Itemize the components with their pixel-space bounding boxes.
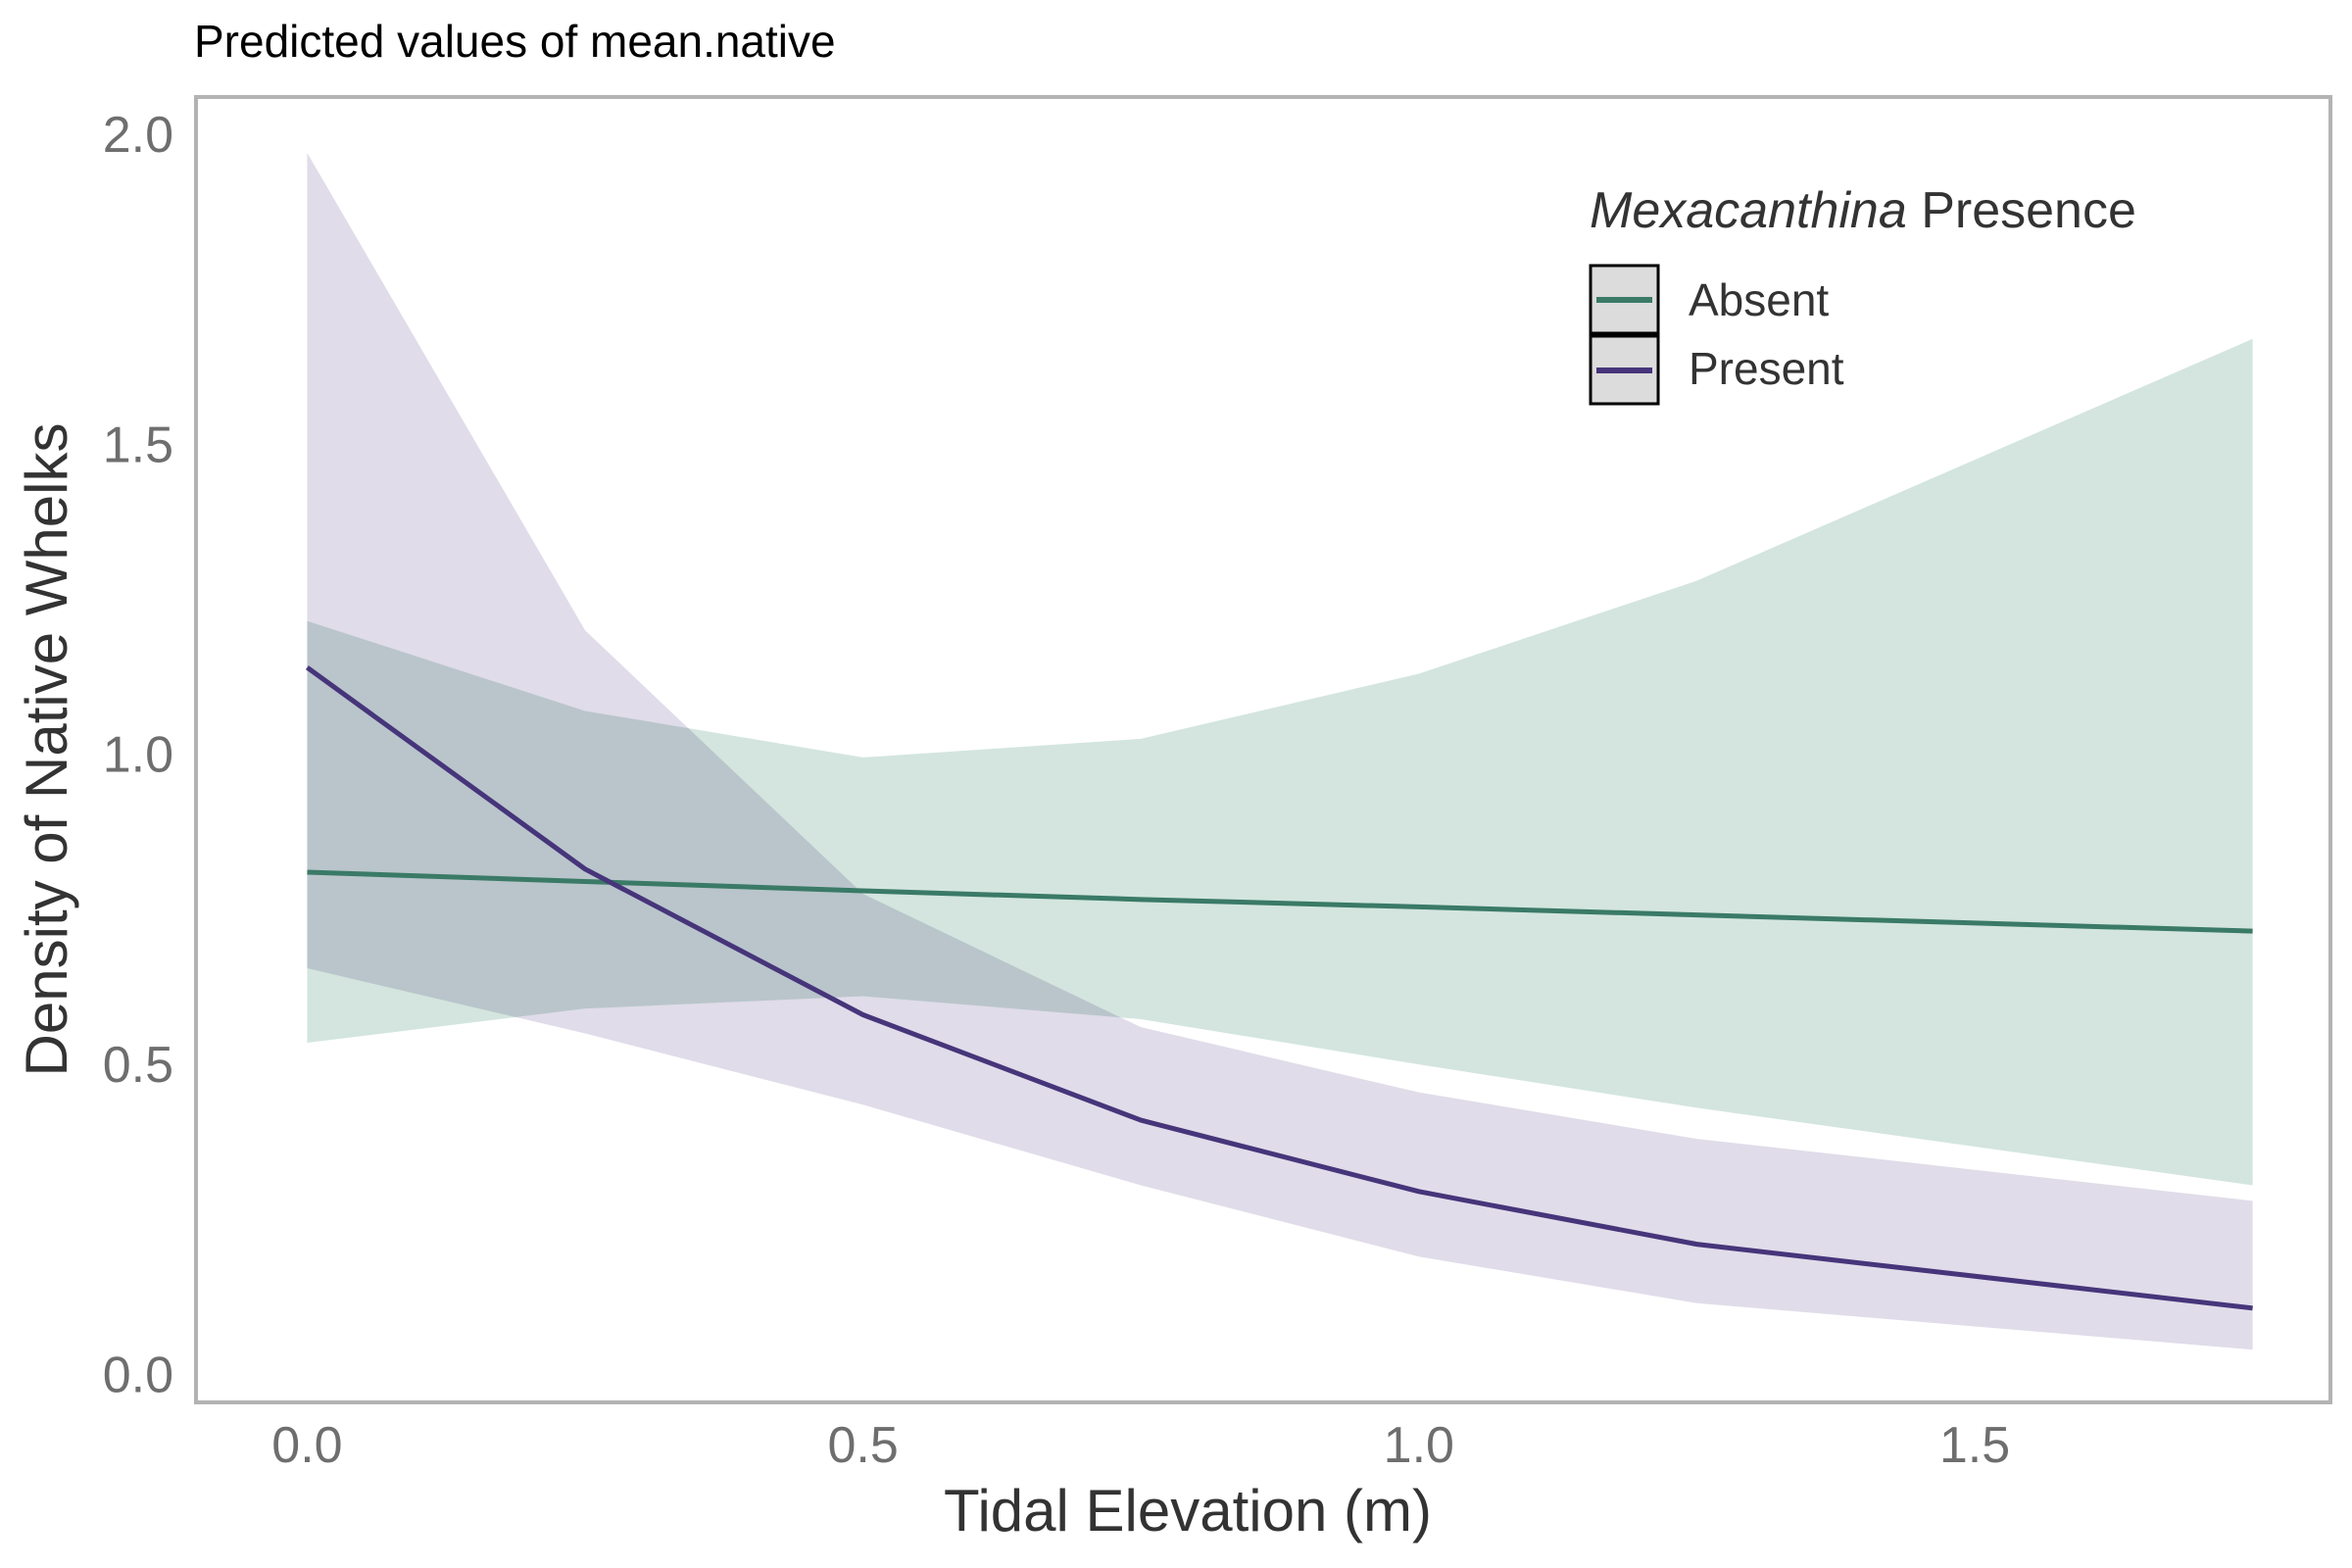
y-axis-title: Density of Native Whelks (14, 423, 79, 1077)
confidence-band-present (307, 152, 2253, 1350)
confidence-bands (307, 152, 2253, 1350)
x-tick-label: 1.5 (1939, 1417, 2010, 1474)
y-tick-label: 1.0 (103, 727, 173, 784)
y-tick-label: 2.0 (103, 107, 173, 164)
chart-title: Predicted values of mean.native (194, 16, 836, 67)
plot-panel-border (194, 95, 2332, 1404)
legend-title-rest: Presence (1907, 182, 2136, 239)
legend-item-present: Present (1589, 334, 1844, 406)
x-tick-label: 0.0 (271, 1417, 342, 1474)
legend-label-absent: Absent (1689, 274, 1829, 325)
legend-item-absent: Absent (1589, 264, 1829, 335)
x-axis-ticks: 0.0 0.5 1.0 1.5 (271, 1417, 2010, 1474)
x-tick-label: 1.0 (1384, 1417, 1454, 1474)
legend: Mexacanthina Presence Absent Present (1589, 182, 2136, 406)
y-axis-ticks: 0.0 0.5 1.0 1.5 2.0 (103, 107, 173, 1404)
legend-title-italic: Mexacanthina (1590, 182, 1907, 239)
series-line-present (305, 665, 2253, 1311)
legend-title: Mexacanthina Presence (1590, 182, 2136, 239)
legend-label-present: Present (1689, 343, 1844, 394)
y-tick-label: 0.5 (103, 1037, 173, 1094)
x-tick-label: 0.5 (827, 1417, 898, 1474)
series-line-absent (307, 869, 2253, 934)
series-lines (305, 665, 2253, 1311)
x-axis-title: Tidal Elevation (m) (944, 1478, 1432, 1544)
y-tick-label: 1.5 (103, 416, 173, 473)
y-tick-label: 0.0 (103, 1348, 173, 1404)
